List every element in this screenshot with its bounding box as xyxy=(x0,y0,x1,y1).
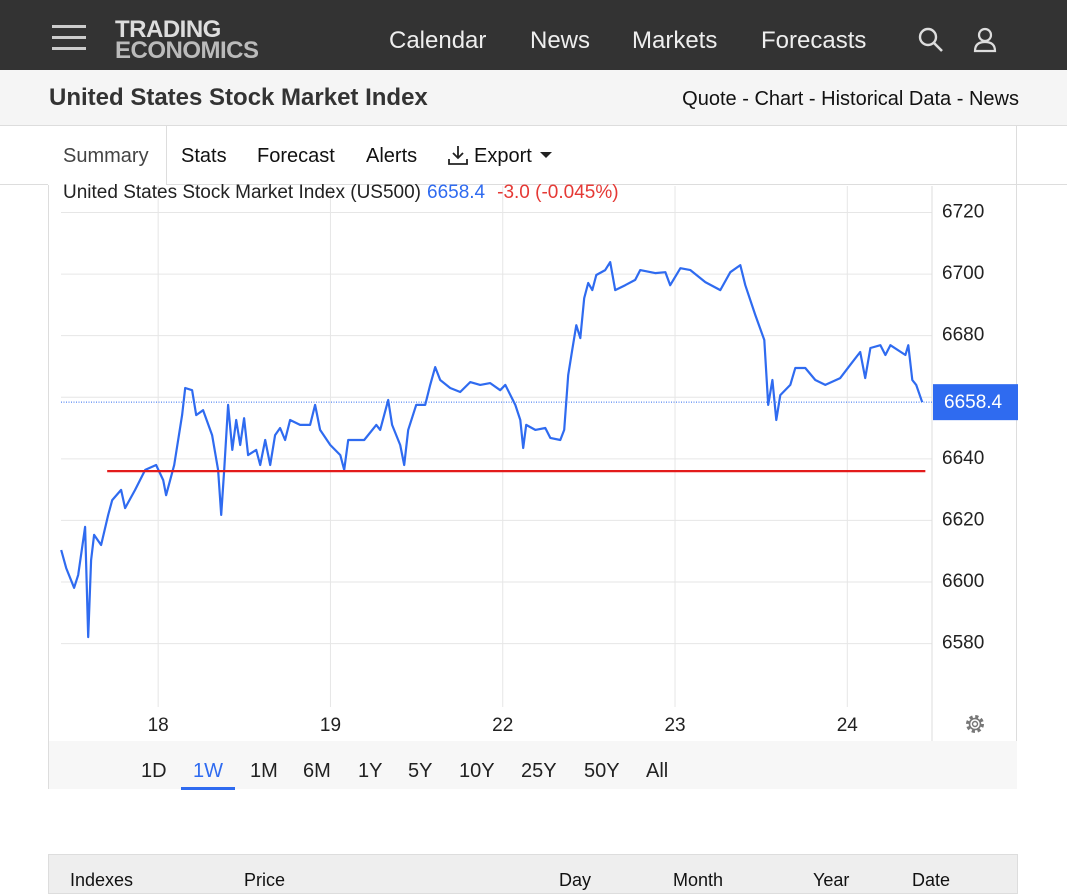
header-link[interactable]: News xyxy=(968,88,1019,110)
separator: - xyxy=(956,88,964,110)
tab[interactable]: Alerts xyxy=(366,145,418,167)
nav-link[interactable]: News xyxy=(530,27,591,54)
y-tick-label: 6720 xyxy=(942,201,984,222)
column-header: Day xyxy=(559,870,592,890)
tab[interactable]: Stats xyxy=(181,145,227,167)
tab[interactable]: Summary xyxy=(63,145,149,167)
header-link[interactable]: Historical Data xyxy=(821,88,952,110)
x-tick-label: 23 xyxy=(664,715,685,736)
range-button[interactable]: 25Y xyxy=(521,760,557,782)
tab-active xyxy=(48,126,167,185)
price-line xyxy=(60,261,924,639)
search-icon[interactable] xyxy=(917,26,945,54)
logo[interactable]: TRADING ECONOMICS xyxy=(115,16,259,64)
y-tick-label: 6600 xyxy=(942,571,984,592)
y-tick-label: 6700 xyxy=(942,263,984,284)
header-links: Quote - Chart - Historical Data - News xyxy=(682,88,1019,111)
menu-icon[interactable] xyxy=(52,25,86,51)
range-button[interactable]: 10Y xyxy=(459,760,495,782)
column-header: Price xyxy=(244,870,286,890)
last-price-label: 6658.4 xyxy=(944,392,1003,413)
y-tick-label: 6620 xyxy=(942,509,984,530)
x-tick-label: 18 xyxy=(148,715,169,736)
range-button[interactable]: 6M xyxy=(303,760,331,782)
nav-link[interactable]: Forecasts xyxy=(761,27,867,54)
download-icon xyxy=(448,146,468,165)
separator: - xyxy=(742,88,749,110)
chart-heading: United States Stock Market Index (US500)… xyxy=(63,182,619,203)
range-button[interactable]: All xyxy=(646,760,669,782)
last-price: 6658.4 xyxy=(427,182,486,203)
range-button[interactable]: 1M xyxy=(250,760,278,782)
tab[interactable]: Export xyxy=(474,145,532,167)
column-header: Date xyxy=(912,870,951,890)
x-tick-label: 22 xyxy=(492,715,513,736)
range-button[interactable]: 5Y xyxy=(408,760,433,782)
range-bar xyxy=(49,741,1017,789)
nav-link[interactable]: Calendar xyxy=(389,27,487,54)
tabs-row xyxy=(0,126,1067,185)
page-title: United States Stock Market Index xyxy=(49,84,428,111)
price-change: -3.0 (-0.045%) xyxy=(497,182,618,203)
navbar: TRADING ECONOMICS Calendar News Markets F… xyxy=(0,0,1067,70)
tab[interactable]: Forecast xyxy=(257,145,335,167)
user-icon[interactable] xyxy=(972,26,998,54)
header-link[interactable]: Chart xyxy=(754,88,804,110)
range-button[interactable]: 1D xyxy=(141,760,167,782)
caret xyxy=(540,152,552,158)
settings-icon[interactable] xyxy=(966,715,984,733)
range-button[interactable]: 1W xyxy=(181,760,235,790)
column-header: Month xyxy=(673,870,724,890)
x-tick-label: 24 xyxy=(837,715,859,736)
x-tick-label: 19 xyxy=(320,715,341,736)
header-link[interactable]: Quote xyxy=(682,88,737,110)
y-tick-label: 6680 xyxy=(942,325,984,346)
nav-link[interactable]: Markets xyxy=(632,27,718,54)
y-tick-label: 6580 xyxy=(942,633,984,654)
logo-line: ECONOMICS xyxy=(115,37,259,64)
column-header: Indexes xyxy=(70,870,134,890)
title-bar: United States Stock Market Index Quote -… xyxy=(0,70,1067,126)
last-price-box xyxy=(933,384,1018,421)
range-button[interactable]: 50Y xyxy=(584,760,620,782)
separator: - xyxy=(808,88,816,110)
column-header: Year xyxy=(813,870,850,890)
y-tick-label: 6640 xyxy=(942,448,984,469)
logo-line: TRADING xyxy=(115,16,221,43)
range-button[interactable]: 1Y xyxy=(358,760,383,782)
series-name: United States Stock Market Index (US500) xyxy=(63,182,421,203)
